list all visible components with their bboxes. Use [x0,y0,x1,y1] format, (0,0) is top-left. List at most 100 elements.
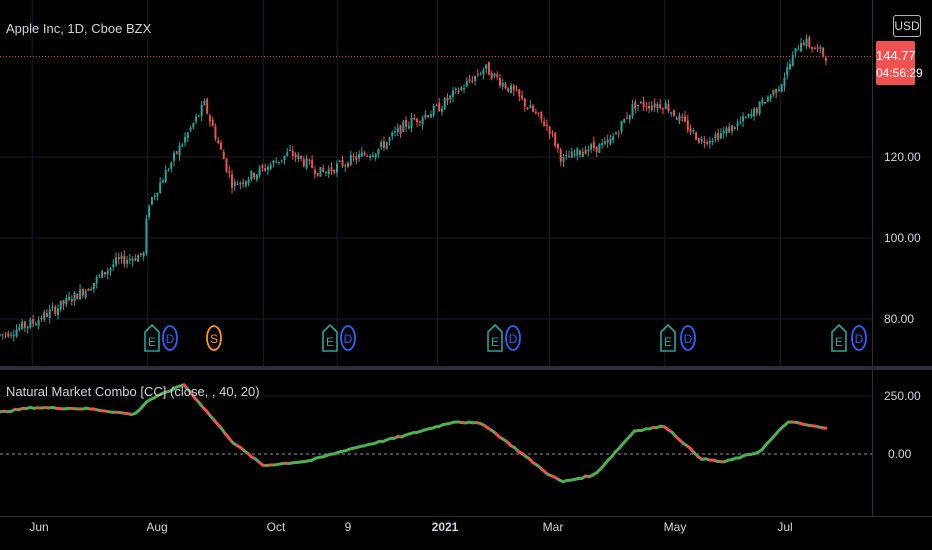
candle [231,174,234,188]
svg-text:E: E [835,335,843,349]
earnings-icon[interactable]: E [831,324,847,352]
split-icon[interactable]: S [206,324,222,352]
time-axis-label: Aug [146,520,168,534]
candle [780,84,783,92]
candle [225,158,228,172]
candle [192,123,195,128]
time-axis-label: May [663,520,687,534]
candle [90,289,93,291]
candle [672,110,675,116]
candle [344,165,347,167]
candle [772,89,775,95]
candle [167,169,170,171]
indicator-pane[interactable] [0,370,872,497]
candle [559,149,562,162]
candle [755,108,758,114]
candle [164,170,167,183]
indicator-title[interactable]: Natural Market Combo [CC] (close, , 40, … [6,384,260,399]
price-pane[interactable] [0,0,872,366]
candle [186,132,189,139]
candle [95,277,98,284]
candle [327,169,330,174]
candle [286,152,289,157]
candle [161,180,164,183]
candle [139,253,142,255]
candle [148,206,151,218]
candle [416,118,419,123]
candle [261,165,264,168]
candle [109,267,112,271]
candle [656,103,659,109]
dividend-icon[interactable]: D [505,324,521,352]
indicator-chart[interactable] [0,370,872,497]
candle [175,151,178,154]
candle [115,257,118,265]
candle [32,319,35,324]
candle [661,108,664,110]
candle [34,323,37,326]
candle [717,132,720,140]
candle [0,334,1,336]
svg-text:E: E [491,335,499,349]
candle [443,97,446,110]
candle [609,138,612,145]
earnings-icon[interactable]: E [660,324,676,352]
candle [429,114,432,118]
candle [761,99,764,104]
dividend-icon[interactable]: D [680,324,696,352]
earnings-icon[interactable]: E [322,324,338,352]
candle [695,132,698,141]
candle [197,115,200,117]
dividend-icon[interactable]: D [340,324,356,352]
candle [374,153,377,158]
candle [670,112,673,114]
candle [427,115,430,118]
time-axis-border [0,516,932,517]
candle [648,105,651,109]
candle [219,142,222,150]
candle [21,321,24,329]
candle [689,128,692,133]
candle [360,152,363,157]
candle [783,77,786,87]
symbol-title[interactable]: Apple Inc, 1D, Cboe BZX [6,21,152,36]
candle [244,181,247,187]
candlestick-chart[interactable] [0,0,872,366]
candle [722,131,725,134]
candle [637,104,640,107]
candle [498,78,501,86]
candle [15,329,18,337]
candle [435,104,438,106]
candle [788,63,791,70]
candle [487,62,490,75]
candle [730,125,733,132]
candle [29,319,32,328]
currency-button[interactable]: USD [893,15,921,37]
candle [156,192,159,197]
candle [454,88,457,90]
dividend-icon[interactable]: D [162,324,178,352]
candle [507,87,510,92]
candle [181,144,184,147]
svg-text:D: D [509,332,518,346]
price-axis-label: 120.00 [884,150,921,164]
candle [255,174,258,180]
earnings-icon[interactable]: E [144,324,160,352]
candle [551,132,554,134]
pane-separator[interactable] [0,366,932,370]
candle [324,171,327,174]
candle [573,153,576,155]
candle [545,124,548,127]
dividend-icon[interactable]: D [851,324,867,352]
candle [399,125,402,135]
candle [736,122,739,127]
candle [43,312,46,320]
earnings-icon[interactable]: E [487,324,503,352]
candle [264,167,267,171]
candle [7,333,10,337]
candle [48,309,51,318]
candle [106,270,109,275]
candle [275,161,278,163]
candle [145,218,148,254]
candle [98,275,101,277]
